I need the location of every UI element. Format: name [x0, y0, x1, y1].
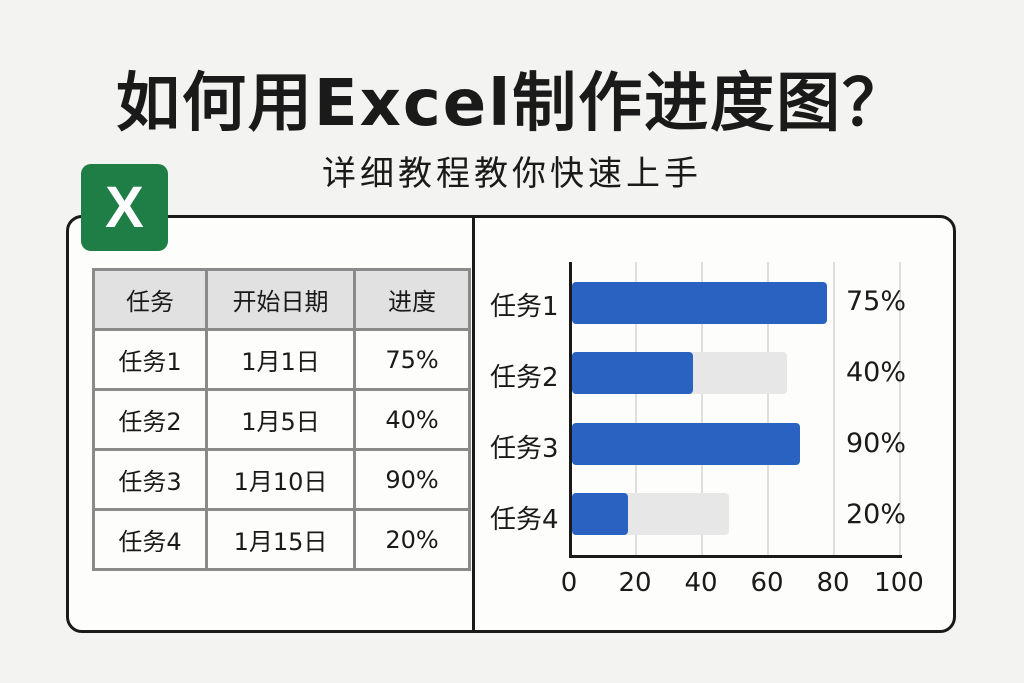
- y-axis-label: 任务4: [490, 505, 559, 535]
- table-cell[interactable]: 20%: [353, 508, 471, 571]
- value-label: 90%: [846, 428, 907, 459]
- table-cell[interactable]: 75%: [353, 328, 471, 391]
- gridline: [767, 262, 769, 555]
- excel-x-icon: X: [81, 164, 168, 251]
- value-label: 75%: [846, 286, 907, 317]
- x-tick: 0: [560, 568, 578, 598]
- table-cell[interactable]: 1月5日: [205, 388, 356, 451]
- table-cell[interactable]: 任务4: [92, 508, 208, 571]
- y-axis: [569, 262, 572, 558]
- gridline: [635, 262, 637, 555]
- table-cell[interactable]: 1月15日: [205, 508, 356, 571]
- data-table: 任务 开始日期 进度 任务1 1月1日 75% 任务2 1月5日 40% 任务3…: [92, 268, 471, 571]
- y-axis-label: 任务3: [490, 434, 559, 464]
- table-row: 任务2 1月5日 40%: [92, 388, 471, 451]
- x-axis: [569, 555, 902, 558]
- table-cell[interactable]: 任务2: [92, 388, 208, 451]
- table-cell[interactable]: 任务1: [92, 328, 208, 391]
- table-cell[interactable]: 1月10日: [205, 448, 356, 511]
- value-label: 20%: [846, 499, 907, 530]
- table-row: 任务1 1月1日 75%: [92, 328, 471, 391]
- gridline: [701, 262, 703, 555]
- progress-bar: [572, 493, 628, 535]
- table-cell[interactable]: 1月1日: [205, 328, 356, 391]
- table-cell[interactable]: 90%: [353, 448, 471, 511]
- panel-divider: [472, 215, 475, 633]
- page-subtitle: 详细教程教你快速上手: [322, 154, 702, 194]
- progress-bar: [572, 352, 693, 394]
- column-header: 进度: [353, 268, 471, 331]
- table-header-row: 任务 开始日期 进度: [92, 268, 471, 331]
- x-tick: 60: [750, 568, 784, 598]
- table-row: 任务4 1月15日 20%: [92, 508, 471, 571]
- x-tick: 40: [684, 568, 718, 598]
- table-row: 任务3 1月10日 90%: [92, 448, 471, 511]
- value-label: 40%: [846, 357, 907, 388]
- x-tick: 100: [874, 568, 924, 598]
- x-tick: 80: [816, 568, 850, 598]
- gridline: [833, 262, 835, 555]
- table-cell[interactable]: 40%: [353, 388, 471, 451]
- y-axis-label: 任务1: [490, 292, 559, 322]
- progress-chart: 任务1 任务2 任务3 任务4 75% 40% 90% 20% 0 20 40 …: [480, 250, 950, 620]
- progress-bar: [572, 423, 800, 465]
- page-title: 如何用Excel制作进度图？: [115, 67, 909, 141]
- column-header: 任务: [92, 268, 208, 331]
- table-cell[interactable]: 任务3: [92, 448, 208, 511]
- y-axis-label: 任务2: [490, 363, 559, 393]
- x-tick: 20: [618, 568, 652, 598]
- progress-bar: [572, 282, 827, 324]
- column-header: 开始日期: [205, 268, 356, 331]
- gridline: [899, 262, 901, 555]
